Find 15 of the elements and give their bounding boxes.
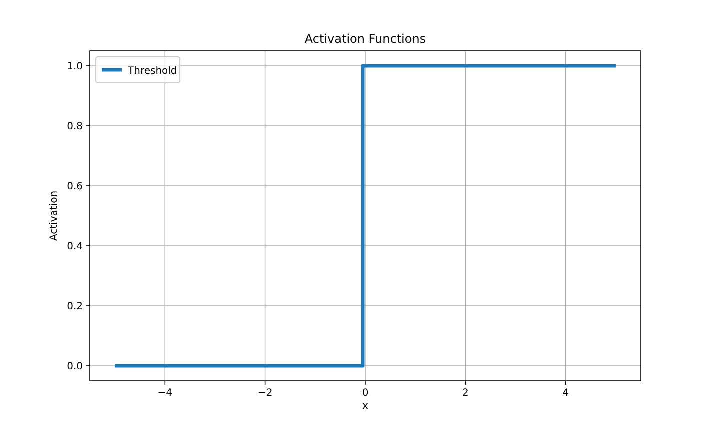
- x-tick-label: −4: [158, 388, 173, 399]
- x-axis-title: x: [362, 401, 369, 412]
- y-axis-title: Activation: [49, 190, 60, 242]
- x-tick-label: −2: [258, 388, 273, 399]
- x-tick-label: 4: [562, 388, 570, 399]
- y-tick-label: 0.2: [67, 302, 83, 312]
- x-tick-label: 0: [362, 388, 369, 399]
- y-tick-label: 1.0: [67, 62, 83, 72]
- x-tick-label: 2: [462, 388, 469, 399]
- y-tick-label: 0.6: [67, 182, 83, 192]
- y-tick-label: 0.4: [67, 242, 83, 252]
- y-tick-label: 0.8: [67, 122, 83, 132]
- chart-title: Activation Functions: [304, 32, 426, 46]
- legend-label: Threshold: [127, 66, 178, 77]
- y-tick-label: 0.0: [67, 362, 83, 372]
